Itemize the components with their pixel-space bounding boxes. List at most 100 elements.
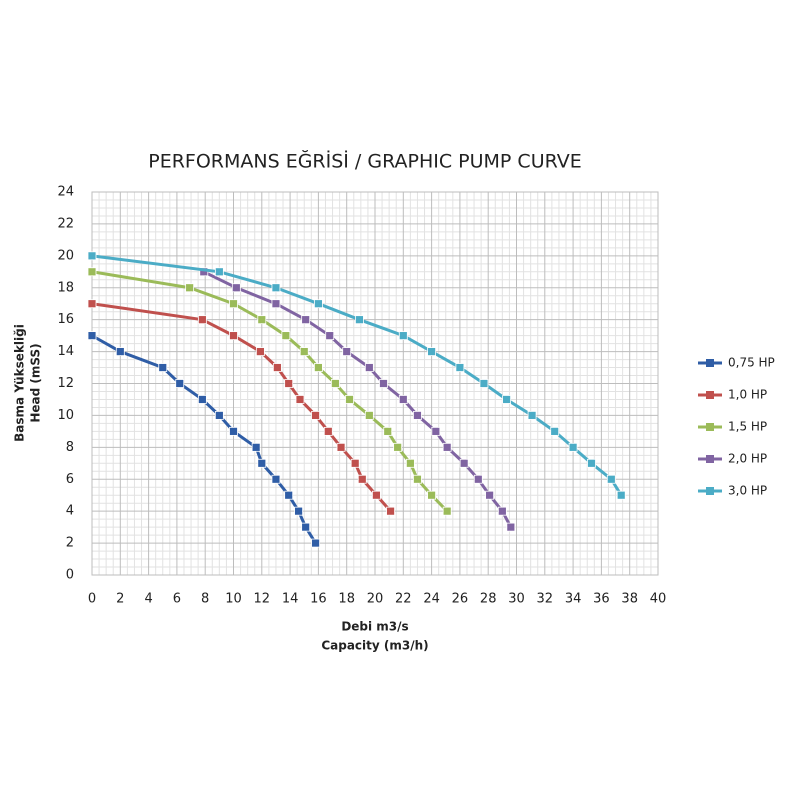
x-tick-label: 4 [144, 592, 152, 607]
x-tick-label: 12 [254, 592, 271, 607]
data-point [229, 331, 238, 341]
data-point [413, 411, 422, 420]
data-point [229, 299, 238, 309]
data-point [214, 411, 224, 420]
data-point [301, 522, 311, 532]
data-point [479, 379, 489, 388]
data-point [473, 474, 483, 484]
y-tick-label: 20 [57, 248, 74, 263]
data-point [325, 331, 335, 341]
data-point [284, 490, 294, 500]
data-point [606, 474, 616, 484]
y-tick-label: 12 [57, 376, 74, 391]
data-point [295, 395, 305, 404]
data-point [311, 411, 320, 420]
x-tick-label: 28 [480, 592, 497, 607]
x-tick-label: 20 [367, 592, 384, 607]
data-point [87, 251, 97, 261]
data-point [214, 267, 224, 277]
x-tick-label: 22 [395, 592, 412, 607]
data-point [336, 442, 346, 452]
data-point [311, 538, 320, 548]
data-point [568, 442, 578, 452]
data-point [405, 458, 415, 468]
data-point [330, 379, 340, 388]
data-point [272, 363, 282, 372]
y-tick-label: 22 [57, 216, 74, 231]
y-tick-label: 10 [57, 408, 74, 423]
legend-swatch [706, 455, 714, 463]
x-tick-label: 32 [537, 592, 554, 607]
data-point [87, 331, 97, 341]
x-tick-label: 30 [508, 592, 525, 607]
data-point [158, 363, 168, 372]
data-point [301, 315, 311, 325]
data-point [357, 474, 367, 484]
y-tick-label: 14 [57, 344, 74, 359]
legend-label: 0,75 HP [728, 356, 775, 370]
data-point [587, 458, 596, 468]
x-tick-label: 40 [650, 592, 667, 607]
data-point [323, 426, 333, 436]
data-point [398, 331, 408, 341]
x-tick-label: 0 [88, 592, 96, 607]
x-tick-label: 14 [282, 592, 299, 607]
data-point [497, 506, 507, 516]
data-point [442, 506, 452, 516]
data-point [355, 315, 364, 325]
data-point [383, 426, 393, 436]
data-point [231, 283, 241, 293]
data-point [257, 458, 267, 468]
data-point [294, 506, 303, 516]
data-point [550, 426, 560, 436]
x-tick-label: 16 [310, 592, 327, 607]
data-point [284, 379, 294, 388]
data-point [527, 411, 537, 420]
x-tick-label: 6 [173, 592, 181, 607]
y-tick-label: 8 [66, 440, 74, 455]
data-point [616, 490, 626, 500]
data-point [281, 331, 291, 341]
legend-swatch [706, 487, 714, 495]
data-point [299, 347, 309, 356]
data-point [342, 347, 352, 356]
data-point [175, 379, 185, 388]
data-point [255, 347, 265, 356]
data-point [345, 395, 354, 404]
data-point [197, 315, 207, 325]
data-point [313, 299, 323, 309]
legend-swatch [706, 391, 714, 399]
x-tick-label: 8 [201, 592, 209, 607]
data-point [364, 363, 374, 372]
data-point [87, 267, 97, 277]
data-point [313, 363, 323, 372]
data-point [386, 506, 395, 516]
data-point [393, 442, 403, 452]
x-tick-label: 24 [423, 592, 440, 607]
data-point [115, 347, 125, 356]
data-point [197, 395, 207, 404]
data-point [459, 458, 469, 468]
data-point [455, 363, 465, 372]
data-point [427, 347, 437, 356]
x-tick-label: 2 [116, 592, 124, 607]
legend-label: 1,0 HP [728, 388, 767, 402]
data-point [379, 379, 388, 388]
chart-title: PERFORMANS EĞRİSİ / GRAPHIC PUMP CURVE [148, 149, 582, 173]
data-point [431, 426, 441, 436]
data-point [506, 522, 516, 532]
y-tick-label: 6 [66, 472, 74, 487]
legend-label: 1,5 HP [728, 420, 767, 434]
data-point [398, 395, 408, 404]
data-point [427, 490, 437, 500]
y-axis-title-line: Head (mSS) [29, 343, 43, 422]
data-point [442, 442, 452, 452]
x-tick-label: 10 [225, 592, 242, 607]
y-axis-title-line: Basma Yüksekliği [13, 324, 27, 442]
x-tick-label: 38 [621, 592, 638, 607]
data-point [350, 458, 360, 468]
y-tick-label: 24 [57, 185, 74, 200]
x-tick-label: 36 [593, 592, 610, 607]
y-tick-label: 2 [66, 536, 74, 551]
x-tick-label: 34 [565, 592, 582, 607]
